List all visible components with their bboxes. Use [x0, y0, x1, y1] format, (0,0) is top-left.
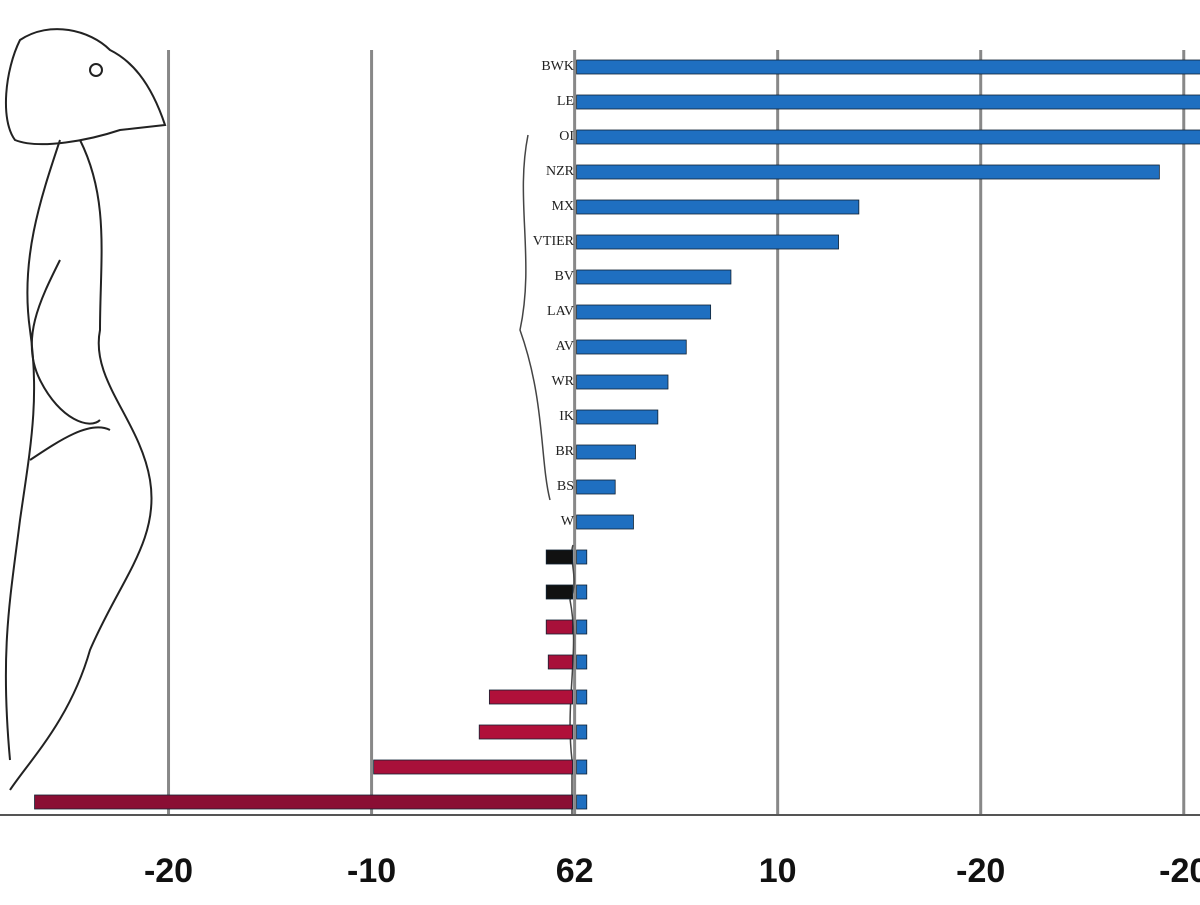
- bar: [576, 339, 687, 355]
- y-tick-label: BWK: [541, 59, 574, 74]
- bar: [34, 794, 574, 810]
- bar: [576, 794, 588, 810]
- y-tick-label: IK: [559, 409, 574, 424]
- sketch: [4, 28, 167, 791]
- bar: [576, 689, 588, 705]
- x-tick-label: -10: [347, 852, 396, 890]
- y-tick-label: AV: [556, 339, 574, 354]
- bar: [576, 129, 1200, 145]
- y-tick-label: WR: [551, 374, 574, 389]
- bar: [545, 619, 574, 635]
- x-tick-label: 62: [556, 852, 594, 890]
- y-tick-label: VTIER: [533, 234, 575, 249]
- bar: [576, 59, 1200, 75]
- bars: [34, 59, 1200, 810]
- y-tick-label: BV: [555, 269, 574, 284]
- bar: [576, 374, 669, 390]
- bar: [576, 479, 616, 495]
- x-tick-label: -20: [956, 852, 1005, 890]
- bar: [576, 409, 659, 425]
- bar: [576, 444, 636, 460]
- bar: [576, 269, 732, 285]
- bar: [576, 94, 1200, 110]
- y-tick-label: BS: [557, 479, 574, 494]
- y-tick-label: OI: [559, 129, 574, 144]
- bar: [576, 234, 839, 250]
- y-tick-label: LE: [557, 94, 574, 109]
- y-tick-label: W: [561, 514, 575, 529]
- y-tick-label: MX: [551, 199, 574, 214]
- bar: [576, 549, 588, 565]
- bar: [576, 304, 712, 320]
- bar: [547, 654, 574, 670]
- bar: [576, 164, 1160, 180]
- bar: [373, 759, 574, 775]
- bar: [576, 199, 860, 215]
- bar: [478, 724, 574, 740]
- x-tick-label: -20: [144, 852, 193, 890]
- bar: [488, 689, 574, 705]
- bar: [576, 619, 588, 635]
- x-tick-label: -20: [1159, 852, 1200, 890]
- bar: [545, 584, 574, 600]
- y-tick-label: LAV: [547, 304, 574, 319]
- bar: [545, 549, 574, 565]
- bar: [576, 584, 588, 600]
- y-tick-label: NZR: [546, 164, 575, 179]
- y-tick-label: BR: [555, 444, 574, 459]
- x-tick-label: 10: [759, 852, 797, 890]
- bar: [576, 759, 588, 775]
- bar: [576, 654, 588, 670]
- bar: [576, 724, 588, 740]
- bar: [576, 514, 634, 530]
